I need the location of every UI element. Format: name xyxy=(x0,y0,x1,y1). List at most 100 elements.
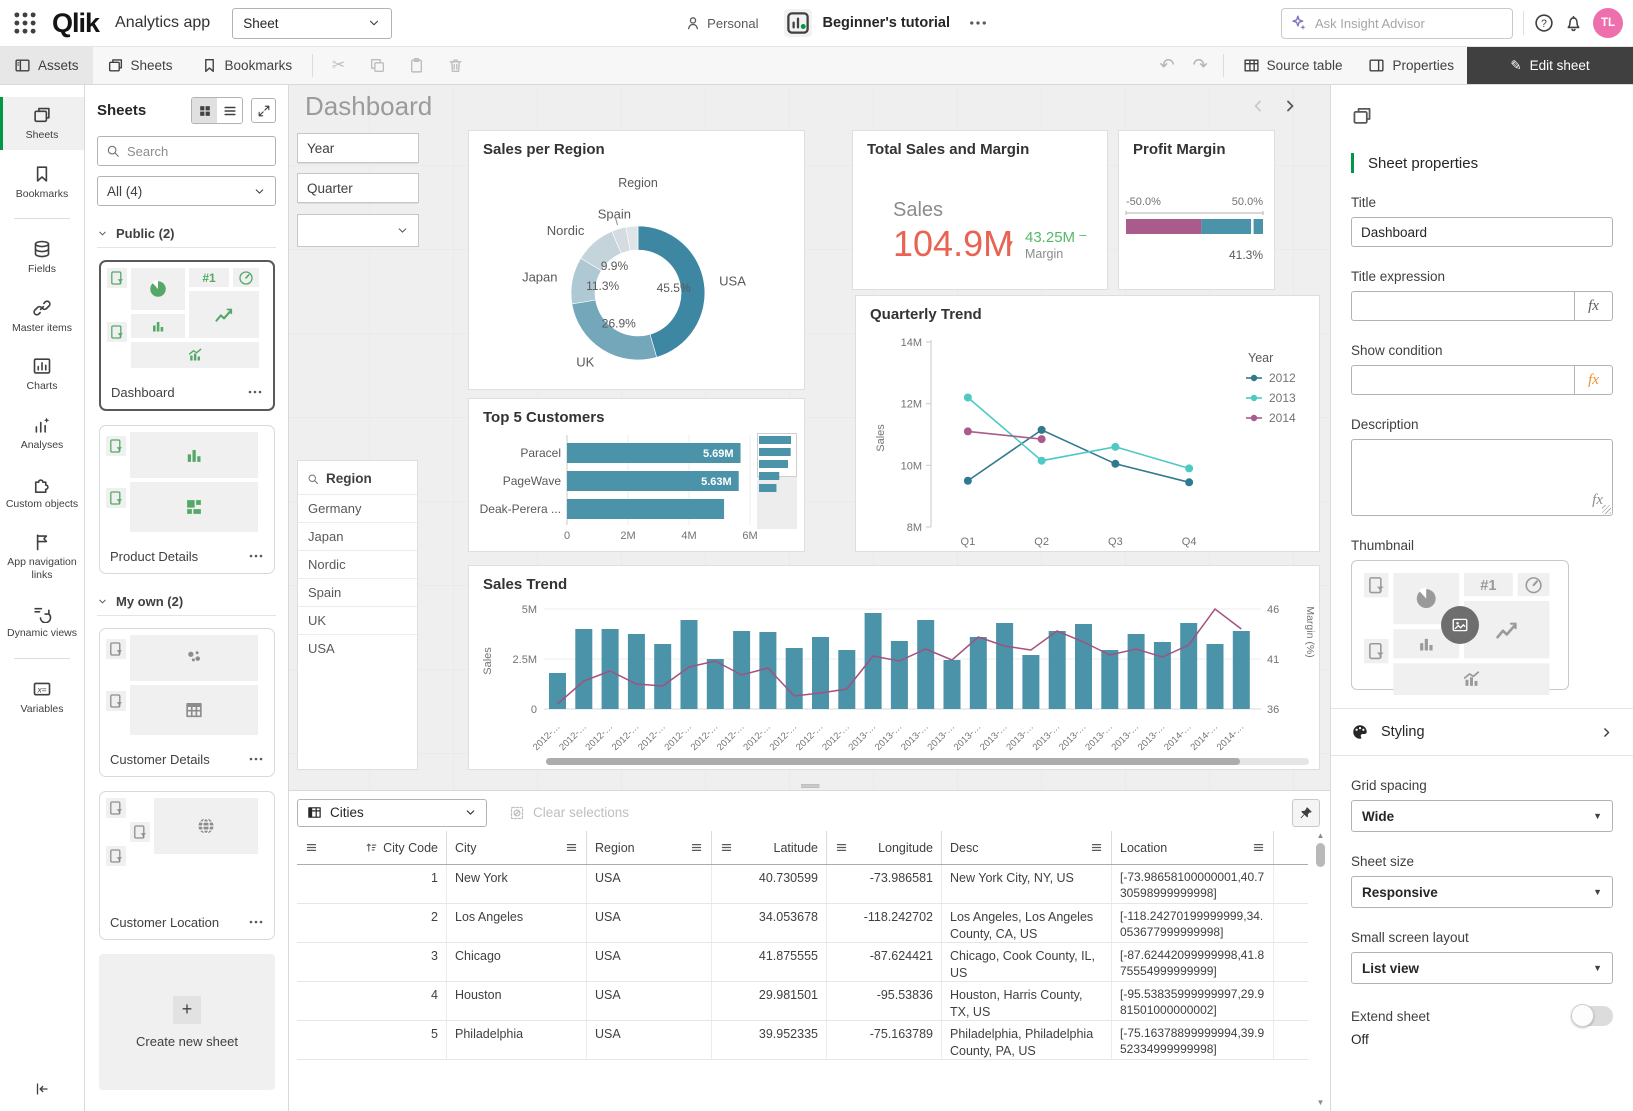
sidebar-item-app-navigation-links[interactable]: App navigation links xyxy=(0,524,84,589)
sheet-size-select[interactable]: Responsive▼ xyxy=(1351,876,1613,908)
toolbar-tab-bookmarks[interactable]: Bookmarks xyxy=(187,47,307,84)
column-menu-icon[interactable] xyxy=(720,841,733,854)
sheet-title-input[interactable] xyxy=(1352,225,1612,240)
chart-quarterly-trend[interactable]: Quarterly Trend 8M10M12M14MSalesQ1Q2Q3Q4… xyxy=(855,295,1320,552)
column-header-desc[interactable]: Desc xyxy=(942,831,1112,864)
column-header-longitude[interactable]: Longitude xyxy=(827,831,942,864)
chart-top-5-customers[interactable]: Top 5 Customers 02M4M6MParacel5.69MPageW… xyxy=(468,398,805,552)
more-menu-icon[interactable] xyxy=(247,384,263,400)
sheet-card-customer-location[interactable]: Customer Location xyxy=(99,791,275,940)
more-menu-icon[interactable] xyxy=(248,751,264,767)
more-menu-icon[interactable] xyxy=(968,13,988,33)
listbox-item-spain[interactable]: Spain xyxy=(298,578,417,606)
donut-chart[interactable]: 45.5%USA26.9%UK11.3%Japan9.9%NordicSpain… xyxy=(469,161,804,394)
filter-box-quarter[interactable]: Quarter xyxy=(297,173,419,203)
collapse-panel-icon[interactable] xyxy=(34,1081,50,1097)
delete-icon[interactable] xyxy=(447,57,464,74)
column-menu-icon[interactable] xyxy=(690,841,703,854)
sheet-selector[interactable]: Sheet xyxy=(232,8,392,39)
gauge-profit-margin[interactable]: Profit Margin -50.0%50.0%41.3% xyxy=(1118,130,1275,290)
thumbnail-preview[interactable]: #1 xyxy=(1351,560,1569,690)
avatar[interactable]: TL xyxy=(1593,8,1623,38)
next-sheet-icon[interactable] xyxy=(1282,98,1298,114)
table-row[interactable]: 4HoustonUSA29.981501-95.53836Houston, Ha… xyxy=(297,982,1308,1021)
column-menu-icon[interactable] xyxy=(835,841,848,854)
properties-button[interactable]: Properties xyxy=(1355,47,1467,84)
sheet-search[interactable] xyxy=(97,136,276,166)
sidebar-item-sheets[interactable]: Sheets xyxy=(0,97,84,150)
expression-editor-button[interactable]: fx xyxy=(1574,366,1612,394)
column-menu-icon[interactable] xyxy=(305,841,318,854)
help-icon[interactable]: ? xyxy=(1534,13,1554,33)
column-header-latitude[interactable]: Latitude xyxy=(712,831,827,864)
chart-horizontal-scrollbar[interactable] xyxy=(546,758,1309,765)
kpi-total-sales-and-margin[interactable]: Total Sales and Margin Sales 104.9M ▼ 43… xyxy=(852,130,1108,290)
paste-icon[interactable] xyxy=(408,57,425,74)
gauge-chart[interactable]: -50.0%50.0%41.3% xyxy=(1119,171,1276,286)
title-expression-input[interactable] xyxy=(1352,299,1574,314)
table-row[interactable]: 2Los AngelesUSA34.053678-118.242702Los A… xyxy=(297,904,1308,943)
more-menu-icon[interactable] xyxy=(248,914,264,930)
table-row[interactable]: 5PhiladelphiaUSA39.952335-75.163789Phila… xyxy=(297,1021,1308,1060)
clear-selections-button[interactable]: Clear selections xyxy=(509,805,629,821)
list-view-button[interactable] xyxy=(217,98,242,123)
grid-view-button[interactable] xyxy=(192,98,217,123)
sidebar-item-master-items[interactable]: Master items xyxy=(0,290,84,343)
show-condition-input[interactable] xyxy=(1352,373,1574,388)
table-vertical-scrollbar[interactable]: ▲▼ xyxy=(1315,831,1326,1107)
sidebar-item-dynamic-views[interactable]: Dynamic views xyxy=(0,595,84,648)
table-row[interactable]: 3ChicagoUSA41.875555-87.624421Chicago, C… xyxy=(297,943,1308,982)
edit-sheet-button[interactable]: ✎ Edit sheet xyxy=(1467,47,1633,84)
column-menu-icon[interactable] xyxy=(1090,841,1103,854)
table-row[interactable]: 1New YorkUSA40.730599-73.986581New York … xyxy=(297,865,1308,904)
styling-section-button[interactable]: Styling xyxy=(1351,709,1613,755)
table-selector-dropdown[interactable]: Cities xyxy=(297,799,487,827)
section-header-public-2-[interactable]: Public (2) xyxy=(97,226,276,241)
listbox-item-uk[interactable]: UK xyxy=(298,606,417,634)
column-header-city[interactable]: City xyxy=(447,831,587,864)
sheet-card-product-details[interactable]: Product Details xyxy=(99,425,275,574)
combo-chart[interactable]: 02.5M5M364146SalesMargin (%)2012-…2012-…… xyxy=(469,594,1319,767)
column-header-city-code[interactable]: City Code xyxy=(297,831,447,864)
redo-icon[interactable]: ↷ xyxy=(1184,47,1217,84)
small-screen-layout-select[interactable]: List view▼ xyxy=(1351,952,1613,984)
sidebar-item-analyses[interactable]: Analyses xyxy=(0,407,84,460)
sidebar-item-custom-objects[interactable]: Custom objects xyxy=(0,466,84,519)
chart-sales-trend[interactable]: Sales Trend 02.5M5M364146SalesMargin (%)… xyxy=(468,565,1320,770)
column-header-region[interactable]: Region xyxy=(587,831,712,864)
change-image-overlay[interactable] xyxy=(1441,606,1479,644)
sidebar-item-fields[interactable]: Fields xyxy=(0,231,84,284)
pin-panel-button[interactable] xyxy=(1292,799,1320,827)
insight-advisor-input[interactable] xyxy=(1315,16,1485,31)
column-menu-icon[interactable] xyxy=(1252,841,1265,854)
sheet-filter-dropdown[interactable]: All (4) xyxy=(97,176,276,206)
previous-sheet-icon[interactable] xyxy=(1250,98,1266,114)
bar-chart[interactable]: 02M4M6MParacel5.69MPageWave5.63MDeak-Per… xyxy=(469,427,804,554)
description-textarea[interactable]: fx xyxy=(1351,439,1613,516)
filter-box-year[interactable]: Year xyxy=(297,133,419,163)
insight-advisor-search[interactable] xyxy=(1281,8,1513,39)
toolbar-tab-assets[interactable]: Assets xyxy=(0,47,93,84)
chart-sales-per-region[interactable]: Sales per Region 45.5%USA26.9%UK11.3%Jap… xyxy=(468,130,805,390)
expression-editor-button[interactable]: fx xyxy=(1574,292,1612,320)
listbox-item-germany[interactable]: Germany xyxy=(298,494,417,522)
copy-icon[interactable] xyxy=(369,57,386,74)
expand-panel-button[interactable] xyxy=(251,98,276,123)
listbox-item-usa[interactable]: USA xyxy=(298,634,417,662)
undo-icon[interactable]: ↶ xyxy=(1150,47,1183,84)
sidebar-item-charts[interactable]: Charts xyxy=(0,348,84,401)
line-chart[interactable]: 8M10M12M14MSalesQ1Q2Q3Q4Year201220132014 xyxy=(856,326,1319,557)
app-icon[interactable] xyxy=(784,9,812,37)
cut-icon[interactable]: ✂ xyxy=(330,57,347,74)
notifications-bell-icon[interactable] xyxy=(1564,14,1583,33)
column-header-location[interactable]: Location xyxy=(1112,831,1274,864)
more-menu-icon[interactable] xyxy=(248,548,264,564)
sheet-search-input[interactable] xyxy=(127,144,257,159)
section-header-my-own-2-[interactable]: My own (2) xyxy=(97,594,276,609)
space-selector[interactable]: Personal xyxy=(685,15,758,31)
column-menu-icon[interactable] xyxy=(565,841,578,854)
sheet-card-dashboard[interactable]: #1Dashboard xyxy=(99,260,275,411)
grid-spacing-select[interactable]: Wide▼ xyxy=(1351,800,1613,832)
source-table-button[interactable]: Source table xyxy=(1230,47,1356,84)
create-new-sheet-button[interactable]: + Create new sheet xyxy=(99,954,275,1090)
